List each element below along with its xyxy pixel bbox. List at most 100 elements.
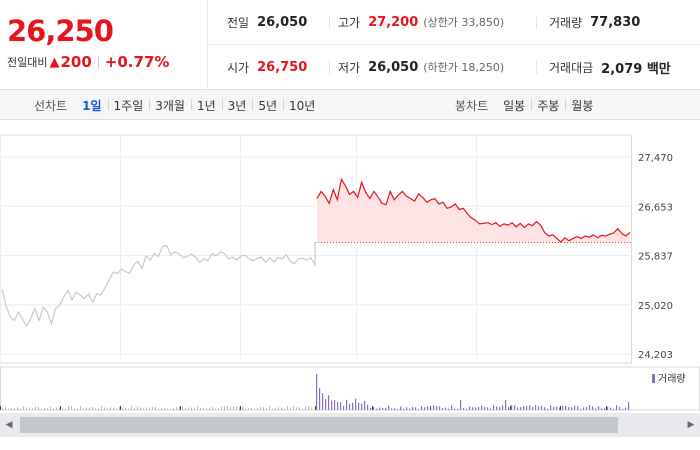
volume-bar bbox=[44, 407, 45, 410]
volume-bar bbox=[622, 408, 624, 410]
volume-bar bbox=[574, 405, 576, 410]
volume-bar bbox=[457, 408, 459, 410]
volume-bar bbox=[580, 408, 582, 410]
volume-bar bbox=[583, 407, 585, 410]
volume-bar bbox=[508, 407, 510, 410]
scroll-right-icon[interactable]: ▶ bbox=[687, 420, 695, 430]
volume-bar bbox=[107, 408, 108, 410]
volume-bar bbox=[203, 407, 204, 410]
tab-1d[interactable]: 1일 bbox=[82, 98, 102, 113]
chart-tabs-bar: 선차트 1일 1주일 3개월 1년 3년 5년 10년 봉차트 일봉 주봉 월봉 bbox=[0, 90, 700, 120]
volume-label: 거래량 bbox=[549, 15, 583, 30]
volume-bar bbox=[388, 405, 390, 410]
volume-bar bbox=[122, 407, 123, 410]
volume-bar bbox=[595, 408, 597, 410]
tab-5y[interactable]: 5년 bbox=[252, 97, 283, 114]
volume-bar bbox=[167, 408, 168, 410]
volume-bar bbox=[409, 408, 411, 410]
volume-bar bbox=[146, 407, 147, 410]
prev-day-series-line bbox=[1, 242, 316, 328]
volume-bar bbox=[493, 405, 495, 410]
volume-bar bbox=[520, 407, 522, 410]
volume-bar bbox=[616, 405, 618, 410]
chart-scrollbar[interactable]: ◀ ▶ bbox=[0, 413, 700, 437]
volume-bar bbox=[328, 395, 330, 410]
volume-bar bbox=[290, 407, 291, 410]
lower-limit: (하한가 18,250) bbox=[423, 61, 505, 74]
volume-bar bbox=[68, 406, 69, 410]
volume-bar bbox=[176, 406, 177, 410]
tab-daily-candle[interactable]: 일봉 bbox=[503, 98, 526, 113]
plot-frame bbox=[0, 134, 632, 364]
volume-bar bbox=[454, 408, 456, 410]
volume-bar bbox=[233, 406, 234, 410]
volume-bar bbox=[65, 408, 66, 410]
volume-bar bbox=[71, 406, 72, 410]
volume-bar bbox=[523, 406, 525, 410]
volume-bar bbox=[254, 408, 255, 410]
volume-bar bbox=[607, 406, 609, 410]
stats-table: 전일 26,050 고가 27,200 (상한가 33,850) 거래량 77,… bbox=[208, 0, 700, 90]
y-tick-label: 26,653 bbox=[638, 202, 673, 213]
tab-1w[interactable]: 1주일 bbox=[107, 97, 150, 114]
volume-bar bbox=[355, 398, 357, 410]
low-value: 26,050 bbox=[368, 59, 419, 75]
tab-weekly-candle[interactable]: 주봉 bbox=[531, 97, 565, 114]
today-series-line bbox=[316, 177, 631, 243]
volume-bar bbox=[101, 406, 102, 410]
amount-value: 2,079 백만 bbox=[601, 61, 671, 77]
volume-bar bbox=[448, 408, 450, 410]
volume-bar bbox=[197, 406, 198, 410]
volume-bar bbox=[266, 408, 267, 410]
volume-bar bbox=[511, 405, 513, 410]
volume-bar bbox=[230, 406, 231, 410]
volume-bar bbox=[343, 405, 345, 410]
quote-panel: 26,250 전일대비 ▲ 200 +0.77% 전일 26,050 고가 27… bbox=[0, 0, 700, 90]
volume-bar bbox=[56, 407, 57, 410]
volume-bar bbox=[263, 406, 264, 410]
tab-monthly-candle[interactable]: 월봉 bbox=[565, 97, 599, 114]
volume-bar bbox=[334, 400, 336, 410]
volume-bar bbox=[601, 408, 603, 410]
tab-3m[interactable]: 3개월 bbox=[149, 97, 191, 114]
change-value: 200 bbox=[60, 53, 92, 71]
volume-bar bbox=[179, 407, 180, 410]
tab-3y[interactable]: 3년 bbox=[221, 97, 253, 114]
volume-bar bbox=[215, 408, 216, 410]
volume-bar bbox=[382, 408, 384, 410]
volume-bar bbox=[484, 406, 486, 410]
scroll-left-icon[interactable]: ◀ bbox=[5, 420, 13, 430]
volume-bar bbox=[547, 408, 549, 410]
volume-bar bbox=[245, 408, 246, 410]
amount-label: 거래대금 bbox=[549, 60, 594, 75]
volume-bar bbox=[517, 407, 519, 410]
volume-bar bbox=[379, 407, 381, 410]
open-label: 시가 bbox=[227, 61, 250, 75]
volume-bar bbox=[352, 402, 354, 410]
volume-bar bbox=[11, 408, 12, 410]
volume-bar bbox=[418, 408, 420, 410]
volume-bar bbox=[550, 405, 552, 410]
line-chart-tabs: 선차트 1일 1주일 3개월 1년 3년 5년 10년 bbox=[34, 90, 321, 120]
low-cell: 저가 26,050 (하한가 18,250) bbox=[329, 59, 505, 75]
volume-bar bbox=[239, 407, 240, 410]
volume-bar bbox=[137, 406, 138, 410]
volume-bar bbox=[38, 407, 39, 410]
volume-bar bbox=[140, 407, 141, 410]
volume-bar bbox=[8, 408, 9, 410]
tab-1y[interactable]: 1년 bbox=[190, 97, 222, 114]
volume-bar bbox=[209, 408, 210, 410]
volume-bar bbox=[131, 406, 132, 410]
volume-bar bbox=[592, 406, 594, 410]
volume-bar bbox=[319, 388, 321, 410]
volume-bar bbox=[541, 405, 543, 410]
volume-bar bbox=[532, 406, 534, 410]
change-percent: +0.77% bbox=[104, 53, 170, 71]
volume-bar bbox=[364, 401, 366, 410]
volume-bar bbox=[619, 406, 621, 410]
scroll-thumb[interactable] bbox=[20, 417, 618, 433]
volume-bar bbox=[349, 403, 351, 410]
volume-bar bbox=[571, 407, 573, 410]
tab-10y[interactable]: 10년 bbox=[283, 97, 321, 114]
volume-bar bbox=[260, 406, 261, 410]
